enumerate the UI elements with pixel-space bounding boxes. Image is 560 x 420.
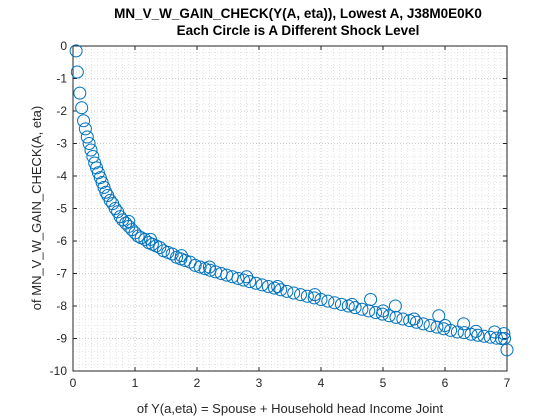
data-point — [369, 306, 383, 319]
data-point — [328, 296, 342, 310]
data-point — [488, 325, 502, 339]
data-point — [138, 232, 152, 246]
data-point — [274, 283, 288, 297]
data-point — [82, 137, 96, 150]
x-tick-label: 6 — [442, 376, 449, 390]
data-point — [73, 86, 87, 100]
data-point — [348, 301, 362, 315]
x-tick-label: 4 — [318, 376, 325, 390]
data-point — [294, 288, 308, 302]
data-point — [483, 330, 497, 344]
data-point — [396, 312, 410, 326]
data-series — [69, 44, 514, 357]
data-point — [231, 271, 245, 285]
data-point — [108, 202, 122, 215]
axes — [72, 45, 508, 372]
y-tick-label: -9 — [56, 332, 67, 346]
x-axis-label: of Y(a,eta) = Spouse + Household head In… — [137, 401, 444, 416]
data-point — [321, 294, 335, 308]
data-point — [240, 270, 254, 284]
data-point — [144, 232, 157, 246]
chart-subtitle: Each Circle is A Different Shock Level — [177, 23, 420, 38]
data-point — [268, 281, 281, 295]
data-point — [287, 286, 301, 300]
data-point — [497, 327, 511, 341]
data-point — [84, 143, 98, 157]
data-point — [237, 273, 250, 287]
data-point — [423, 319, 437, 332]
data-point — [77, 114, 91, 128]
data-point — [202, 260, 216, 274]
data-point — [376, 304, 390, 318]
y-tick-label: -2 — [56, 104, 67, 118]
y-tick-label: 0 — [60, 39, 67, 53]
x-tick-label: 5 — [380, 376, 387, 390]
data-point — [438, 319, 452, 332]
data-point — [407, 312, 421, 326]
tick-labels: 0 1 2 3 4 5 6 7 0 -1 -2 -3 -4 -5 -6 -7 -8 -9 -10 — [50, 39, 511, 390]
y-tick-label: -6 — [56, 234, 67, 248]
data-point — [249, 276, 263, 290]
data-point — [103, 193, 117, 207]
data-point — [334, 297, 348, 311]
y-tick-label: -5 — [56, 202, 67, 216]
data-point — [175, 249, 188, 263]
data-point — [75, 101, 89, 115]
data-point — [153, 241, 167, 254]
data-point — [78, 122, 92, 136]
x-tick-label: 0 — [70, 376, 77, 390]
chart-title: MN_V_W_GAIN_CHECK(Y(A, eta)), Lowest A, … — [114, 6, 482, 21]
x-tick-label: 2 — [194, 376, 201, 390]
data-point — [389, 310, 403, 324]
y-axis-label: of MN_V_W_GAIN_CHECK(A, eta) — [29, 106, 44, 310]
data-point — [261, 280, 275, 293]
data-point — [122, 215, 136, 228]
y-tick-label: -4 — [56, 169, 67, 183]
y-tick-label: -1 — [56, 72, 67, 86]
data-point — [308, 288, 322, 302]
data-point — [80, 130, 94, 144]
data-point — [388, 299, 402, 313]
data-point — [86, 150, 100, 163]
data-point — [489, 331, 503, 345]
y-tick-label: -7 — [56, 267, 67, 281]
data-point — [364, 293, 378, 306]
data-point — [450, 325, 464, 339]
y-tick-label: -10 — [50, 364, 68, 378]
y-tick-label: -8 — [56, 299, 67, 313]
data-point — [300, 289, 314, 303]
data-point — [188, 258, 202, 272]
x-tick-label: 7 — [504, 376, 511, 390]
y-tick-label: -3 — [56, 137, 67, 151]
data-point — [193, 260, 207, 274]
data-point — [500, 343, 514, 357]
data-point — [432, 309, 446, 323]
x-tick-label: 3 — [256, 376, 263, 390]
data-point — [457, 317, 471, 331]
data-point — [70, 65, 84, 79]
data-point — [271, 280, 285, 293]
data-point — [345, 297, 359, 311]
data-point — [131, 229, 145, 243]
x-tick-label: 1 — [132, 376, 139, 390]
data-point — [99, 185, 113, 199]
data-point — [69, 44, 83, 58]
data-point — [255, 278, 269, 292]
data-point — [409, 315, 423, 329]
data-point — [469, 324, 483, 338]
